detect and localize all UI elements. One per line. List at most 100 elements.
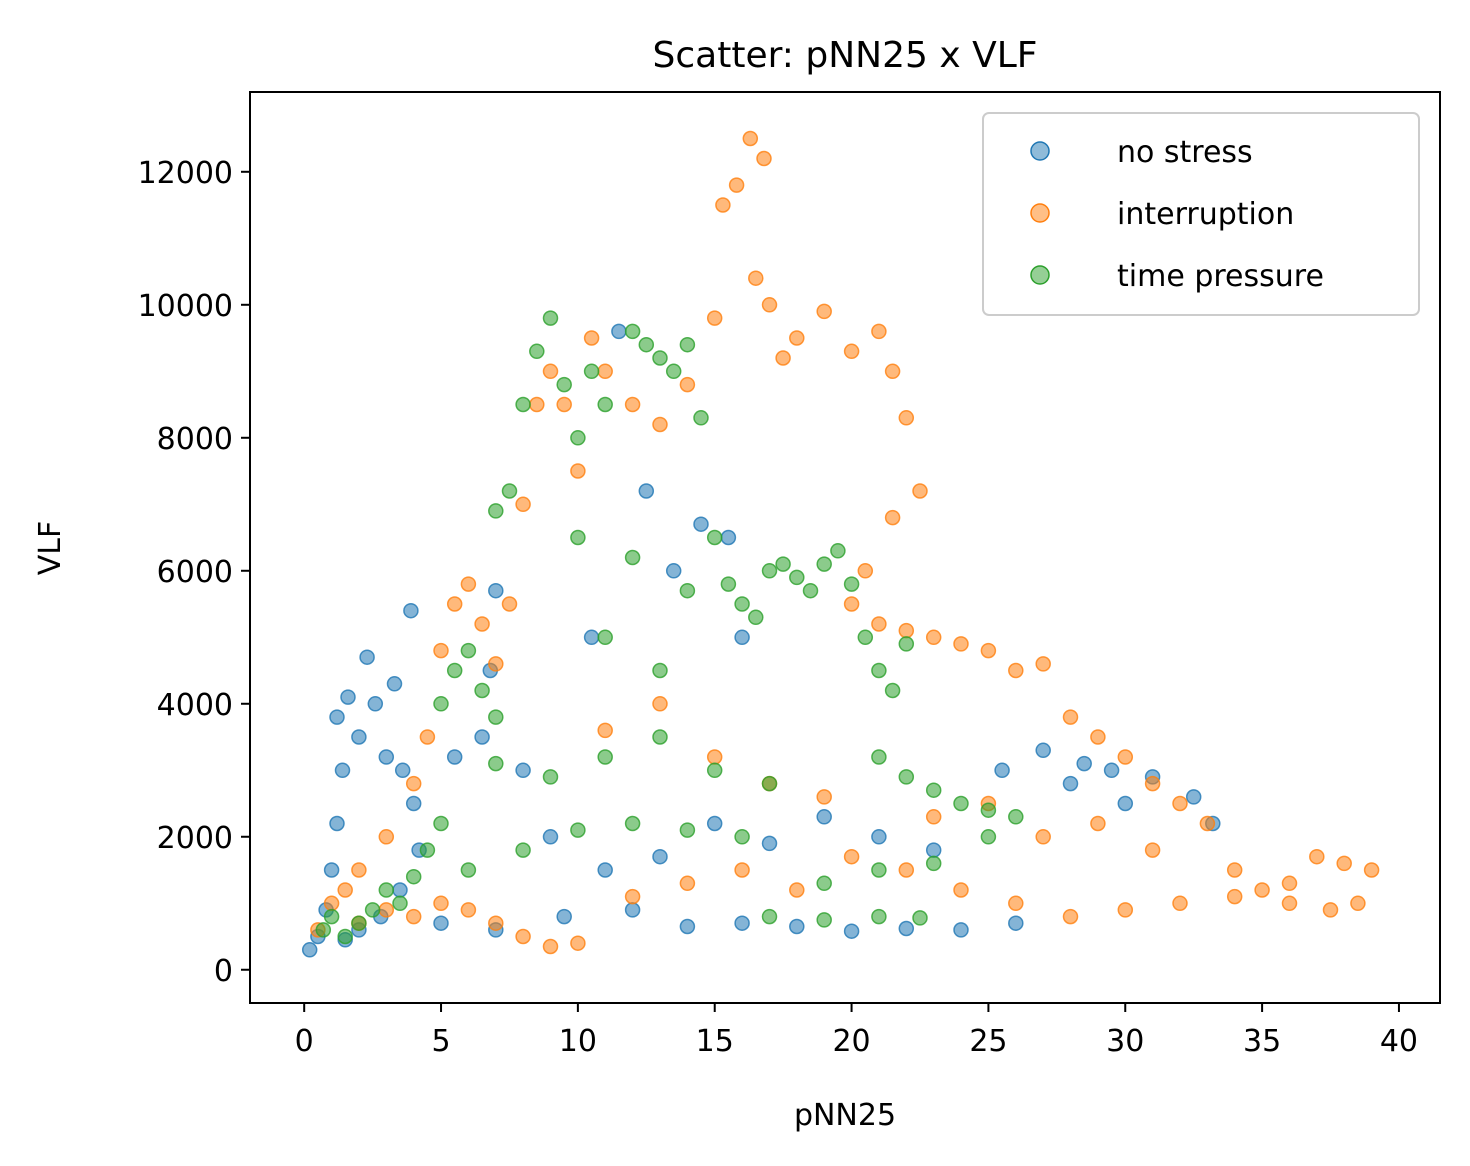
data-point	[706, 310, 723, 326]
data-point	[912, 910, 928, 926]
x-tick-label: 5	[431, 1024, 450, 1059]
y-tick-label: 2000	[157, 821, 233, 856]
data-point	[394, 762, 411, 779]
data-point	[1117, 749, 1134, 765]
data-point	[816, 789, 832, 805]
data-point	[1281, 895, 1298, 912]
data-point	[315, 922, 332, 938]
data-point	[816, 556, 832, 572]
data-point	[386, 676, 403, 692]
data-point	[583, 629, 600, 646]
data-point	[446, 749, 463, 765]
data-point	[378, 749, 395, 765]
data-point	[460, 576, 477, 592]
data-point	[720, 576, 737, 592]
data-point	[1322, 902, 1339, 918]
data-point	[706, 815, 723, 832]
data-point	[570, 529, 586, 546]
data-point	[529, 396, 545, 413]
data-point	[1226, 862, 1243, 878]
data-point	[802, 582, 819, 599]
data-point	[665, 563, 682, 579]
legend-label-time-pressure: time pressure	[1117, 259, 1324, 294]
data-point	[761, 775, 778, 792]
data-point	[488, 709, 504, 725]
data-point	[542, 938, 559, 955]
data-point	[359, 649, 375, 665]
data-point	[734, 862, 750, 878]
data-point	[334, 762, 351, 779]
data-point	[679, 875, 696, 892]
x-axis: 0 5 10 15 20 25 30 35 40	[295, 1003, 1418, 1059]
data-point	[1172, 895, 1188, 912]
data-point	[542, 310, 559, 326]
data-point	[742, 130, 759, 147]
data-point	[364, 902, 381, 918]
data-point	[597, 722, 613, 739]
data-point	[392, 882, 408, 898]
data-point	[433, 915, 449, 931]
data-point	[925, 809, 942, 825]
data-point	[419, 842, 436, 858]
data-point	[706, 749, 723, 765]
data-point	[378, 882, 395, 898]
data-point	[898, 636, 915, 652]
data-point	[652, 350, 668, 366]
legend-marker-time-pressure	[1030, 265, 1050, 285]
data-point	[1281, 875, 1298, 892]
x-tick-label: 30	[1106, 1024, 1144, 1059]
series-time-pressure	[315, 310, 1024, 945]
data-point	[734, 629, 750, 646]
data-point	[857, 563, 874, 579]
data-point	[488, 582, 504, 599]
data-point	[728, 177, 745, 193]
data-point	[898, 622, 915, 639]
data-point	[638, 483, 655, 499]
data-point	[843, 343, 860, 360]
data-point	[898, 920, 915, 937]
data-point	[583, 330, 600, 346]
data-point	[706, 529, 723, 546]
data-point	[433, 696, 449, 712]
data-point	[638, 336, 655, 353]
data-point	[1090, 815, 1106, 832]
data-point	[474, 682, 490, 699]
data-point	[624, 815, 641, 832]
x-axis-title: pNN25	[794, 1098, 896, 1133]
data-point	[679, 376, 696, 393]
data-point	[501, 483, 518, 499]
data-point	[1103, 762, 1120, 779]
data-point	[323, 862, 340, 878]
x-tick-label: 35	[1243, 1024, 1281, 1059]
data-point	[925, 855, 942, 872]
data-point	[446, 662, 463, 679]
data-point	[1199, 815, 1216, 832]
x-tick-label: 20	[832, 1024, 870, 1059]
data-point	[953, 636, 969, 652]
data-point	[597, 363, 613, 380]
data-point	[488, 503, 504, 519]
data-point	[446, 596, 463, 612]
data-point	[405, 775, 422, 792]
data-point	[789, 330, 805, 346]
data-point	[515, 762, 531, 779]
data-point	[1117, 902, 1134, 918]
data-point	[1090, 729, 1106, 745]
data-point	[679, 822, 696, 838]
data-point	[652, 662, 668, 679]
data-point	[1062, 775, 1079, 792]
x-tick-label: 0	[295, 1024, 314, 1059]
data-point	[624, 902, 641, 918]
data-point	[665, 363, 682, 380]
data-point	[693, 516, 709, 532]
data-point	[474, 729, 490, 745]
data-point	[460, 642, 477, 659]
data-point	[301, 942, 318, 958]
data-point	[898, 410, 915, 426]
data-point	[857, 629, 874, 646]
data-point	[419, 729, 436, 745]
data-point	[748, 270, 764, 286]
data-point	[515, 396, 531, 413]
